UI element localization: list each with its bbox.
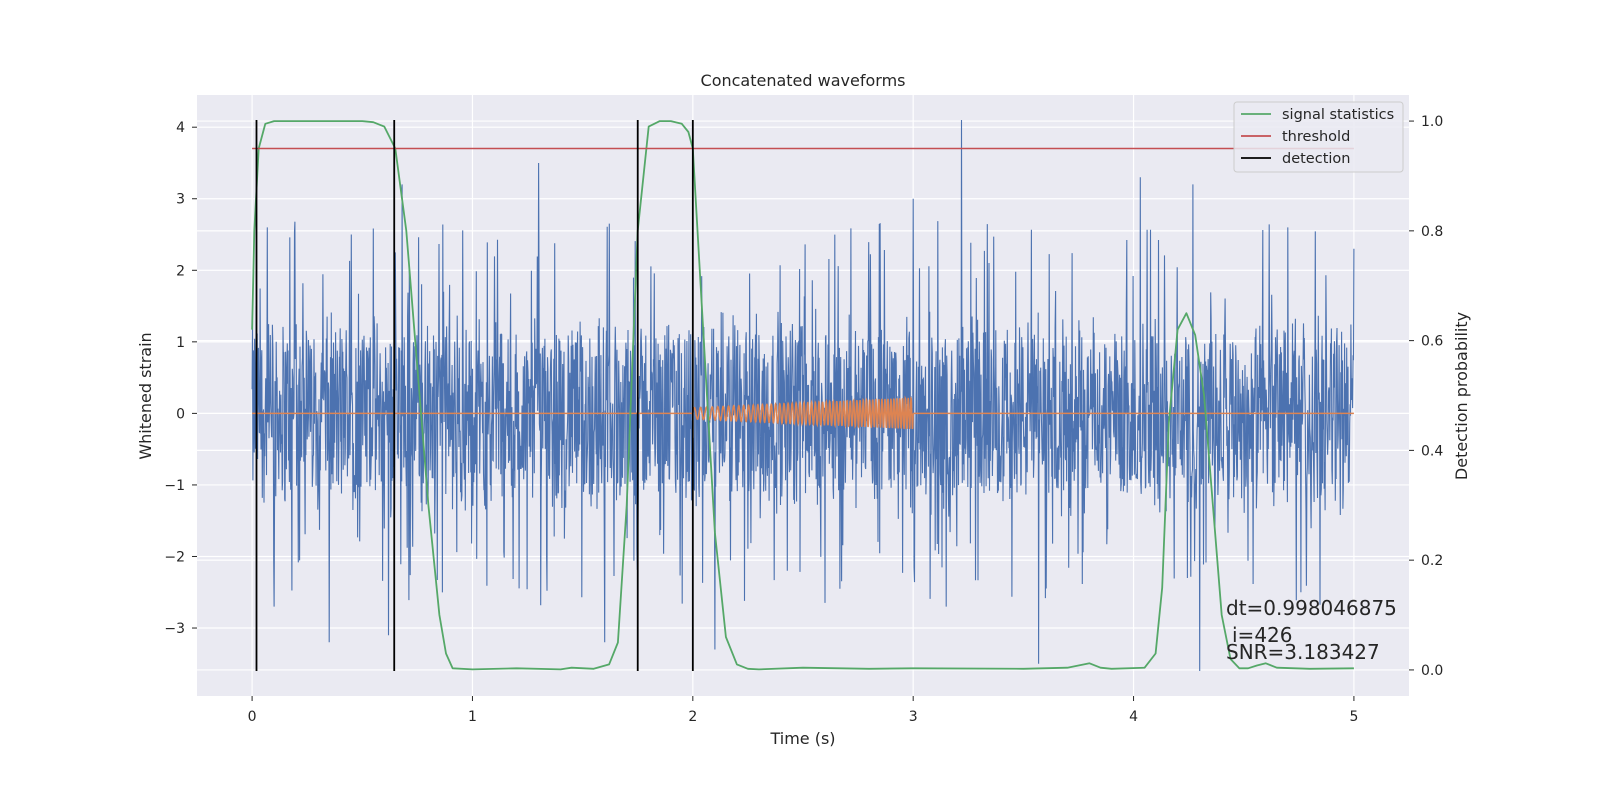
y-axis-right: 0.0 0.2 0.4 0.6 0.8 1.0 (1409, 114, 1443, 679)
y2-tick-label: 0.0 (1421, 663, 1443, 679)
injected-chirp-line (692, 395, 914, 430)
y-tick-label: 3 (176, 192, 185, 208)
x-tick-label: 3 (909, 709, 918, 725)
y-tick-label: 2 (176, 263, 185, 279)
x-tick-label: 2 (688, 709, 697, 725)
legend-label: detection (1282, 151, 1350, 167)
legend-box (1233, 101, 1404, 173)
chart-title: Concatenated waveforms (701, 71, 906, 90)
x-tick-label: 4 (1129, 709, 1138, 725)
legend-label: threshold (1282, 129, 1350, 145)
strain-trace (251, 119, 1355, 672)
annotation-text: i=426 (1232, 623, 1293, 647)
annotation-text: dt=0.998046875 (1226, 596, 1397, 620)
y2-tick-label: 0.4 (1421, 443, 1443, 459)
y-tick-label: 0 (176, 406, 185, 422)
y-tick-label: −1 (164, 478, 185, 494)
y-tick-label: 4 (176, 120, 185, 136)
injected-waveform (252, 395, 1354, 430)
x-tick-label: 1 (468, 709, 477, 725)
y-axis-left: −3 −2 −1 0 1 2 3 4 (164, 120, 197, 637)
strain-line (251, 119, 1355, 672)
legend: signal statistics threshold detection (1233, 101, 1404, 173)
y2-tick-label: 0.8 (1421, 224, 1443, 240)
y-axis-label: Whitened strain (136, 332, 155, 459)
series-layer (251, 120, 1354, 671)
y-tick-label: −3 (164, 621, 185, 637)
signal-statistics-line (251, 120, 1354, 671)
x-tick-label: 5 (1349, 709, 1358, 725)
y-tick-label: −2 (164, 549, 185, 565)
x-tick-label: 0 (248, 709, 257, 725)
y-tick-label: 1 (176, 335, 185, 351)
legend-label: signal statistics (1282, 107, 1394, 123)
x-axis: 0 1 2 3 4 5 (248, 696, 1358, 725)
y2-axis-label: Detection probability (1452, 312, 1471, 480)
y2-tick-label: 1.0 (1421, 114, 1443, 130)
y2-tick-label: 0.2 (1421, 553, 1443, 569)
y2-tick-label: 0.6 (1421, 334, 1443, 350)
x-axis-label: Time (s) (769, 729, 835, 748)
annotation-text: SNR=3.183427 (1226, 640, 1380, 664)
